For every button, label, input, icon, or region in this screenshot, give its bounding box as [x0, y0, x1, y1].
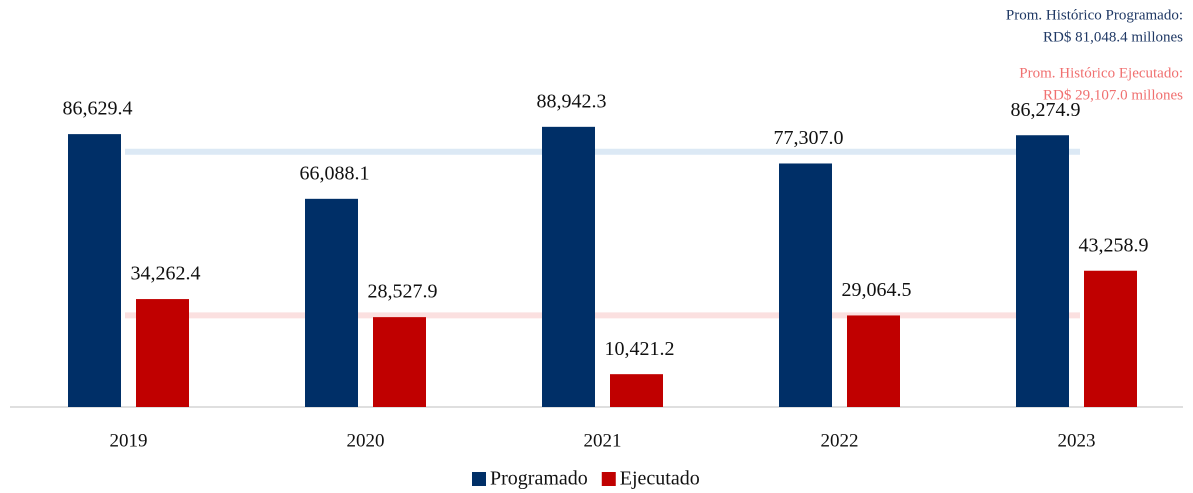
average-annotation: Prom. Histórico Ejecutado:	[1019, 65, 1183, 81]
x-tick-label: 2021	[584, 430, 622, 451]
data-label: 43,258.9	[1079, 234, 1149, 256]
average-annotation: RD$ 81,048.4 millones	[1043, 29, 1183, 45]
x-tick-label: 2023	[1058, 430, 1096, 451]
bar	[1016, 135, 1069, 407]
bar	[847, 315, 900, 407]
x-tick-label: 2019	[110, 430, 148, 451]
x-tick-label: 2020	[347, 430, 385, 451]
bar	[68, 134, 121, 408]
data-label: 86,274.9	[1011, 99, 1081, 121]
average-annotation: RD$ 29,107.0 millones	[1043, 87, 1183, 103]
data-label: 10,421.2	[605, 338, 675, 360]
bar	[779, 163, 832, 407]
data-label: 29,064.5	[842, 279, 912, 301]
data-label: 88,942.3	[537, 90, 607, 112]
bar	[610, 374, 663, 407]
legend-label: Ejecutado	[620, 468, 700, 490]
bar	[542, 126, 595, 407]
data-label: 28,527.9	[368, 281, 438, 303]
data-label: 34,262.4	[131, 263, 201, 285]
data-label: 86,629.4	[63, 98, 133, 120]
bar	[305, 198, 358, 407]
data-label: 77,307.0	[774, 127, 844, 149]
average-annotation: Prom. Histórico Programado:	[1006, 7, 1183, 23]
legend-swatch	[601, 472, 616, 486]
bar	[1084, 270, 1137, 407]
bar	[136, 299, 189, 407]
data-label: 66,088.1	[300, 162, 370, 184]
legend-swatch	[472, 472, 486, 486]
x-tick-label: 2022	[821, 430, 859, 451]
legend-label: Programado	[490, 468, 588, 490]
bar	[373, 317, 426, 407]
